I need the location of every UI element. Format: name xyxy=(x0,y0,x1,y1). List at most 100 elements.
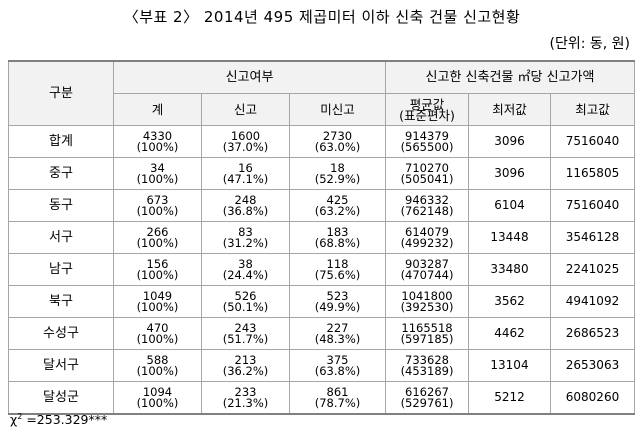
reported-cell: 213 (36.2%) xyxy=(201,349,290,382)
unreported-count: 861 xyxy=(326,384,349,399)
reported-cell: 1600 (37.0%) xyxy=(201,125,290,158)
chi-value: =253.329*** xyxy=(26,412,108,427)
total-count: 156 xyxy=(146,256,169,271)
reported-cell: 243 (51.7%) xyxy=(201,317,290,350)
region-label: 합계 xyxy=(49,134,73,149)
min-cell: 13448 xyxy=(468,221,551,254)
unreported-cell: 861 (78.7%) xyxy=(289,381,386,415)
total-percent: (100%) xyxy=(136,299,179,314)
unit-note: (단위: 동, 원) xyxy=(549,36,630,52)
min-value: 13448 xyxy=(490,230,529,244)
max-cell: 2653063 xyxy=(550,349,635,382)
total-count: 588 xyxy=(146,352,169,367)
mean-value: 903287 xyxy=(405,256,449,271)
max-value: 6080260 xyxy=(565,390,620,404)
min-value: 5212 xyxy=(494,390,525,404)
mean-value: 733628 xyxy=(405,352,449,367)
sd-value: (597185) xyxy=(400,331,454,346)
region-label: 남구 xyxy=(49,262,73,277)
table-row: 북구 1049 (100%) 526 (50.1%) 523 (49.9%) 1041800(… xyxy=(8,285,635,318)
table-title: 〈부표 2〉 2014년 495 제곱미터 이하 신축 건물 신고현황 xyxy=(123,8,521,26)
mean-cell: 914379 (565500) xyxy=(385,125,469,158)
region-cell: 달성군 xyxy=(8,381,114,415)
region-label: 수성구 xyxy=(43,326,79,341)
mean-cell: 710270 (505041) xyxy=(385,157,469,190)
min-cell: 4462 xyxy=(468,317,551,350)
unreported-percent: (68.8%) xyxy=(314,235,361,250)
min-value: 13104 xyxy=(490,358,529,372)
region-cell: 중구 xyxy=(8,157,114,190)
unreported-cell: 227 (48.3%) xyxy=(289,317,386,350)
total-count: 266 xyxy=(146,224,169,239)
total-count: 1094 xyxy=(142,384,173,399)
total-percent: (100%) xyxy=(136,363,179,378)
header-reported: 신고 xyxy=(201,93,290,126)
region-label: 북구 xyxy=(49,294,73,309)
sd-value: (529761) xyxy=(400,395,454,410)
mean-cell: 903287 (470744) xyxy=(385,253,469,286)
unreported-percent: (49.9%) xyxy=(314,299,361,314)
reported-count: 526 xyxy=(234,288,257,303)
max-value: 3546128 xyxy=(565,230,620,244)
min-value: 4462 xyxy=(494,326,525,340)
table-row: 중구 34 (100%) 16 (47.1%) 18 (52.9%) 710270 (50504… xyxy=(8,157,635,190)
total-count: 4330 xyxy=(142,128,173,143)
unreported-percent: (63.2%) xyxy=(314,203,361,218)
max-value: 7516040 xyxy=(565,134,620,148)
total-cell: 266 (100%) xyxy=(113,221,202,254)
reported-cell: 16 (47.1%) xyxy=(201,157,290,190)
max-value: 1165805 xyxy=(565,166,620,180)
reported-count: 16 xyxy=(238,160,253,175)
reported-count: 233 xyxy=(234,384,257,399)
total-percent: (100%) xyxy=(136,395,179,410)
table-row: 달서구 588 (100%) 213 (36.2%) 375 (63.8%) 733628 (4… xyxy=(8,349,635,382)
unreported-cell: 2730 (63.0%) xyxy=(289,125,386,158)
header-report-status: 신고여부 xyxy=(113,60,386,94)
min-value: 33480 xyxy=(490,262,529,276)
unreported-cell: 118 (75.6%) xyxy=(289,253,386,286)
reported-percent: (31.2%) xyxy=(222,235,269,250)
chi-symbol: χ xyxy=(10,412,18,427)
min-cell: 3096 xyxy=(468,125,551,158)
total-count: 34 xyxy=(150,160,165,175)
mean-value: 914379 xyxy=(405,128,449,143)
header-group: 구분 xyxy=(8,60,114,126)
unreported-percent: (75.6%) xyxy=(314,267,361,282)
mean-cell: 1165518 (597185) xyxy=(385,317,469,350)
table-row: 수성구 470 (100%) 243 (51.7%) 227 (48.3%) 1165518(… xyxy=(8,317,635,350)
sd-value: (499232) xyxy=(400,235,454,250)
reported-percent: (37.0%) xyxy=(222,139,269,154)
reported-percent: (47.1%) xyxy=(222,171,269,186)
reported-count: 213 xyxy=(234,352,257,367)
max-cell: 2241025 xyxy=(550,253,635,286)
max-cell: 4941092 xyxy=(550,285,635,318)
total-cell: 156 (100%) xyxy=(113,253,202,286)
unreported-count: 18 xyxy=(330,160,345,175)
header-mean: 평균값 (표준편차) xyxy=(385,93,469,126)
reported-cell: 248 (36.8%) xyxy=(201,189,290,222)
unreported-cell: 183 (68.8%) xyxy=(289,221,386,254)
header-max: 최고값 xyxy=(550,93,635,126)
max-cell: 2686523 xyxy=(550,317,635,350)
mean-cell: 616267 (529761) xyxy=(385,381,469,415)
header-mean-label: 평균값 xyxy=(409,96,445,112)
max-cell: 3546128 xyxy=(550,221,635,254)
max-value: 2653063 xyxy=(565,358,620,372)
region-cell: 달서구 xyxy=(8,349,114,382)
region-label: 서구 xyxy=(49,230,73,245)
region-label: 달서구 xyxy=(43,358,79,373)
chi-square-note: χ2 =253.329*** xyxy=(10,412,107,427)
sd-value: (505041) xyxy=(400,171,454,186)
total-cell: 470 (100%) xyxy=(113,317,202,350)
min-cell: 6104 xyxy=(468,189,551,222)
max-value: 4941092 xyxy=(565,294,620,308)
table-row: 남구 156 (100%) 38 (24.4%) 118 (75.6%) 903287 (470… xyxy=(8,253,635,286)
min-value: 3096 xyxy=(494,134,525,148)
reported-cell: 526 (50.1%) xyxy=(201,285,290,318)
min-value: 3562 xyxy=(494,294,525,308)
sd-value: (453189) xyxy=(400,363,454,378)
mean-cell: 614079 (499232) xyxy=(385,221,469,254)
reported-count: 243 xyxy=(234,320,257,335)
reported-cell: 38 (24.4%) xyxy=(201,253,290,286)
total-cell: 4330 (100%) xyxy=(113,125,202,158)
